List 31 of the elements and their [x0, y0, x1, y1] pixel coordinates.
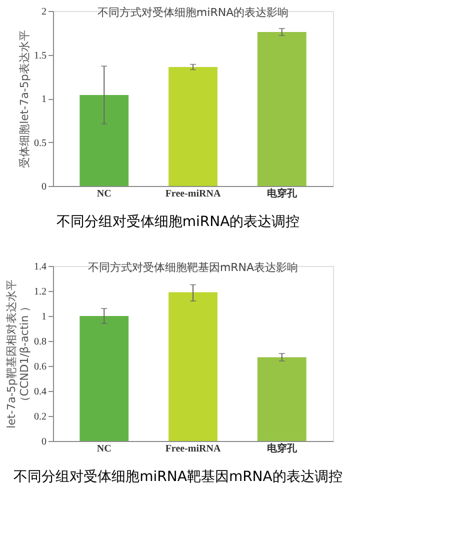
chart-title: 不同方式对受体细胞miRNA的表达影响: [97, 6, 289, 19]
text: 不同分组对受体细胞miRNA靶基因mRNA的表达调控: [14, 469, 342, 485]
chart-title: 不同方式对受体细胞靶基因mRNA表达影响: [88, 261, 298, 274]
x-tick-label: Free-miRNA: [165, 444, 222, 454]
y-tick-label: 0.5: [34, 138, 46, 149]
bar: [257, 32, 306, 186]
y-tick-label: 0.8: [34, 336, 46, 348]
y-tick-label: 1.5: [34, 50, 46, 62]
bar: [80, 316, 129, 441]
y-tick-label: 0: [42, 436, 46, 448]
text: 不同分组对受体细胞miRNA的表达调控: [56, 214, 300, 230]
x-tick-label: Free-miRNA: [165, 188, 222, 200]
x-tick-label: 电穿孔: [266, 442, 298, 454]
y-tick-label: 1: [42, 94, 46, 105]
y-tick-label: 2: [42, 6, 46, 18]
y-tick-label: 0.6: [34, 362, 46, 372]
y-tick-label: 0.2: [34, 412, 46, 422]
x-tick-label: NC: [96, 444, 112, 454]
y-axis-title: 受体细胞let-7a-5p表达水平: [18, 30, 31, 168]
bar: [168, 67, 218, 186]
y-axis-title: let-7a-5p靶基因相对表达水平（CCND1/β-actin ）: [5, 280, 31, 428]
y-tick-label: 1.4: [34, 262, 46, 272]
y-tick-label: 1: [42, 312, 46, 322]
x-tick-label: 电穿孔: [266, 188, 298, 200]
bar: [257, 357, 306, 441]
bar: [168, 292, 218, 441]
bar: [80, 95, 129, 186]
x-tick-label: NC: [96, 188, 112, 200]
y-tick-label: 1.2: [34, 286, 46, 298]
y-tick-label: 0: [42, 182, 46, 192]
y-tick-label: 0.4: [34, 386, 46, 398]
